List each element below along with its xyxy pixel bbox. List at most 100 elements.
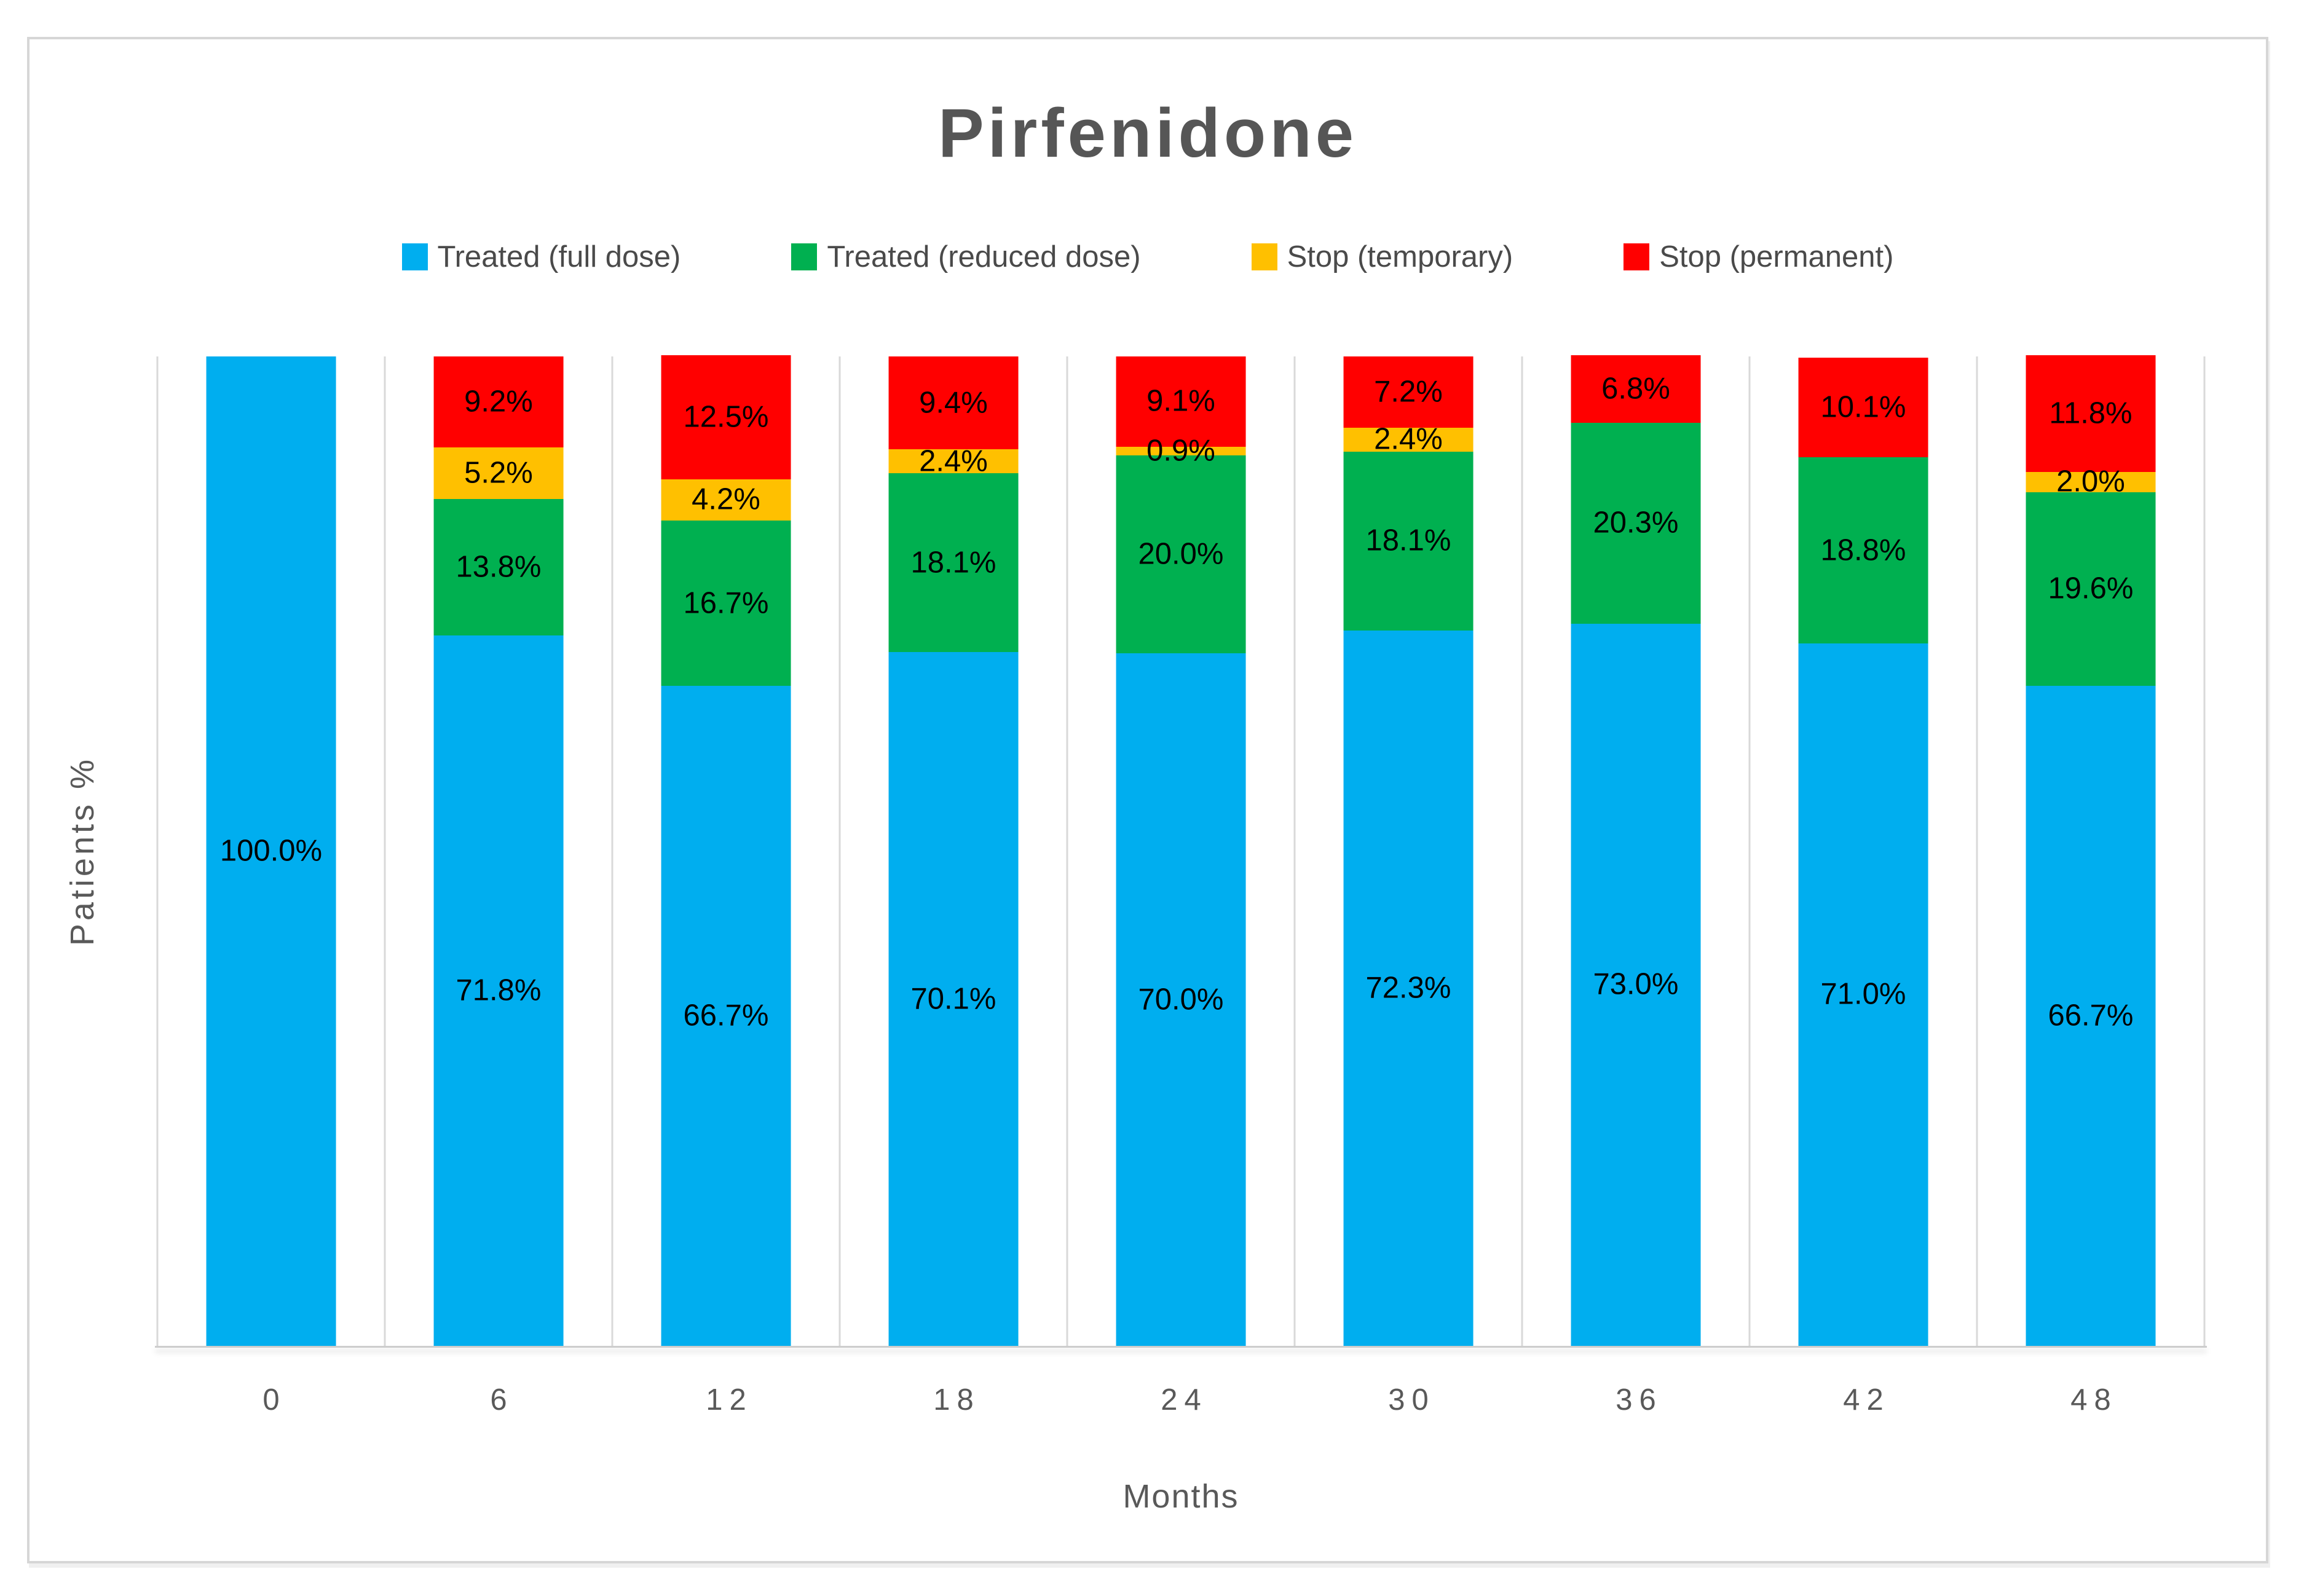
data-label: 71.8%	[456, 973, 542, 1007]
legend-item: Treated (reduced dose)	[791, 240, 1141, 274]
stacked-bar	[1116, 356, 1246, 1346]
chart-title: Pirfenidone	[937, 95, 1358, 171]
bar-segment	[1798, 357, 1928, 458]
data-label: 7.2%	[1374, 375, 1443, 409]
legend-label: Treated (full dose)	[437, 240, 681, 273]
category-gridline	[1293, 356, 1296, 1346]
bar-segment	[1116, 455, 1246, 653]
x-axis-line	[155, 1346, 2207, 1348]
data-label: 9.2%	[464, 385, 533, 419]
y-axis-title-text: Patients %	[64, 756, 101, 946]
stacked-bar	[661, 355, 791, 1346]
category-gridline	[838, 356, 841, 1346]
bar-segment	[433, 447, 564, 499]
legend-swatch	[1251, 243, 1277, 270]
bar-segment	[2026, 355, 2156, 473]
legend-label: Stop (temporary)	[1287, 240, 1513, 273]
category-cell: 66.7% 16.7% 4.2% 12.5%	[612, 355, 840, 1346]
stacked-bar	[433, 356, 564, 1346]
bar-segment	[1343, 451, 1474, 631]
x-tick-label: 30	[1388, 1383, 1435, 1417]
bar-segment	[1343, 427, 1474, 452]
legend-label: Stop (permanent)	[1659, 240, 1894, 273]
data-label: 20.3%	[1593, 506, 1679, 540]
legend-swatch	[791, 243, 818, 270]
data-label: 12.5%	[683, 400, 769, 434]
data-label: 66.7%	[683, 999, 769, 1032]
data-label: 71.0%	[1820, 977, 1906, 1011]
legend-item: Stop (permanent)	[1623, 240, 1894, 274]
x-tick-label: 12	[706, 1383, 753, 1417]
data-label: 13.8%	[456, 550, 542, 584]
stacked-bar	[1798, 356, 1928, 1346]
bar-segment	[888, 473, 1019, 653]
stacked-bar	[1571, 355, 1701, 1346]
bar-segment	[1116, 653, 1246, 1346]
category-gridline	[2203, 356, 2206, 1346]
bar-segment	[1343, 630, 1474, 1346]
category-cell: 71.8% 13.8% 5.2% 9.2%	[385, 356, 612, 1346]
bar-segment	[433, 498, 564, 636]
bar-segment	[1571, 355, 1701, 423]
category-gridline	[1521, 356, 1523, 1346]
bar-segment	[661, 479, 791, 521]
category-cell: 70.0% 20.0% 0.9% 9.1%	[1067, 356, 1295, 1346]
category-cell: 71.0% 18.8% 10.1%	[1750, 356, 1977, 1346]
bar-segment	[661, 355, 791, 479]
category-cell: 70.1% 18.1% 2.4% 9.4%	[840, 356, 1067, 1346]
category-gridline	[1066, 356, 1068, 1346]
bar-segment	[2026, 686, 2156, 1346]
category-gridline	[156, 356, 159, 1346]
x-tick-label: 0	[262, 1383, 286, 1417]
stacked-bar	[2026, 355, 2156, 1346]
data-label: 66.7%	[2048, 999, 2134, 1032]
chart-frame: Pirfenidone Treated (full dose) Treated (…	[27, 37, 2268, 1563]
data-label: 18.1%	[910, 546, 996, 580]
bar-segment	[661, 686, 791, 1346]
bar-segment	[2026, 492, 2156, 686]
bar-segment	[1571, 422, 1701, 624]
data-label: 9.4%	[919, 386, 988, 420]
bar-segment	[661, 521, 791, 686]
x-axis-title: Months	[1122, 1478, 1239, 1515]
plot-area: 100.0% 71.8% 13.8% 5.2% 9.2% 66.7% 16.7% 4.2% 12…	[155, 355, 2207, 1348]
bar-segment	[1116, 356, 1246, 447]
bar-segment	[888, 356, 1019, 450]
stacked-bar	[888, 356, 1019, 1346]
legend: Treated (full dose) Treated (reduced dose…	[30, 240, 2266, 274]
legend-swatch	[1623, 243, 1650, 270]
legend-swatch	[401, 243, 428, 270]
category-gridline	[611, 356, 613, 1346]
legend-label: Treated (reduced dose)	[827, 240, 1141, 273]
data-label: 20.0%	[1138, 537, 1224, 571]
category-gridline	[1748, 356, 1751, 1346]
bar-segment	[433, 356, 564, 448]
data-label: 6.8%	[1601, 372, 1670, 406]
category-gridline	[1976, 356, 1978, 1346]
stacked-bar	[1343, 356, 1474, 1346]
x-tick-label: 48	[2070, 1383, 2118, 1417]
data-label: 73.0%	[1593, 967, 1679, 1001]
data-label: 72.3%	[1365, 971, 1451, 1005]
bar-segment	[888, 652, 1019, 1346]
category-cell: 73.0% 20.3% 6.8%	[1522, 355, 1750, 1346]
data-label: 11.8%	[2049, 396, 2132, 430]
legend-item: Stop (temporary)	[1251, 240, 1513, 274]
bar-segment	[206, 356, 336, 1346]
bar-segment	[888, 449, 1019, 473]
x-tick-label: 6	[490, 1383, 514, 1417]
y-axis-title: Patients %	[53, 356, 112, 1346]
x-axis-tick-labels: 0 6 12 18 24 30 36 42 48	[157, 1383, 2204, 1417]
data-label: 2.4%	[1374, 422, 1443, 456]
bar-segment	[1571, 623, 1701, 1346]
data-label: 4.2%	[692, 482, 760, 516]
x-tick-label: 18	[933, 1383, 980, 1417]
data-label: 2.4%	[919, 444, 988, 478]
category-cell: 72.3% 18.1% 2.4% 7.2%	[1295, 356, 1522, 1346]
bar-segment	[433, 635, 564, 1346]
x-tick-label: 24	[1161, 1383, 1208, 1417]
bar-segment	[2026, 472, 2156, 492]
category-gridline	[384, 356, 386, 1346]
category-cell: 100.0%	[157, 356, 385, 1346]
data-label: 19.6%	[2048, 572, 2134, 605]
